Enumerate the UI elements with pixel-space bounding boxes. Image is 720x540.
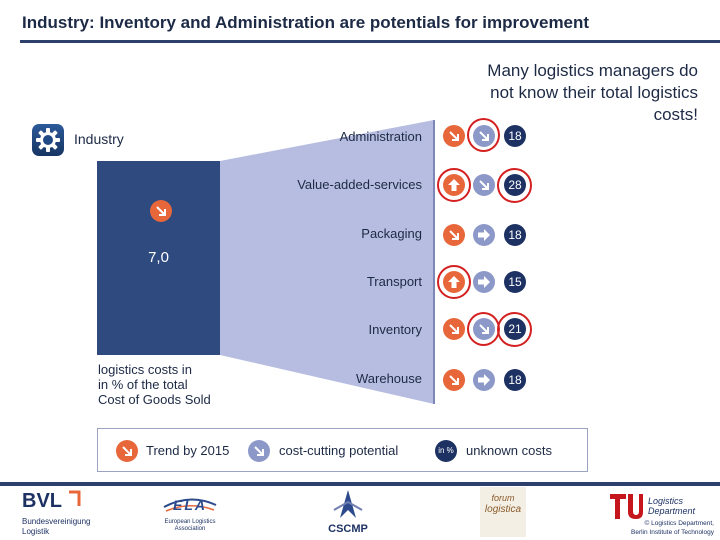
tu-copyright-1: © Logistics Department, (644, 520, 714, 527)
cost-cut-right-icon (473, 369, 495, 391)
footer-divider (0, 482, 720, 486)
bvl-logo: BVL Bundesvereinigung Logistik (22, 490, 96, 538)
slide-title: Industry: Inventory and Administration a… (22, 13, 590, 32)
trend-down-icon (443, 224, 465, 246)
unknown-costs-badge: 18 (504, 369, 526, 391)
tu-copyright-2: Berlin Institute of Technology (631, 529, 714, 536)
unknown-costs-badge: 18 (504, 125, 526, 147)
tu-logo-line-2: Department (648, 506, 696, 516)
trend-down-icon (443, 369, 465, 391)
cscmp-logo-text: CSCMP (328, 523, 368, 535)
bar-value: 7,0 (148, 249, 169, 266)
unknown-costs-badge: in % (435, 440, 457, 462)
bar-caption: logistics costs in in % of the total Cos… (98, 362, 211, 407)
bvl-logo-name: Bundesvereinigung (22, 517, 91, 526)
highlight-ring (497, 168, 532, 203)
ela-logo-name: European Logistics (164, 519, 216, 525)
legend-unknown-label: unknown costs (466, 443, 552, 458)
unknown-costs-badge: 18 (504, 224, 526, 246)
bvl-logo-mark (69, 490, 81, 506)
forum-logo-line-1: forum (491, 493, 515, 503)
category-value-added-services: Value-added-services (297, 177, 422, 192)
cscmp-logo-mark (333, 490, 363, 518)
legend-trend-label: Trend by 2015 (146, 443, 230, 458)
category-transport: Transport (366, 274, 422, 289)
logistics-cost-bar (97, 161, 220, 355)
unknown-costs-badge: 15 (504, 271, 526, 293)
cscmp-logo: CSCMP (322, 488, 374, 538)
cost-cut-right-icon (473, 224, 495, 246)
category-warehouse: Warehouse (356, 371, 422, 386)
callout-text: Many logistics managers do not know thei… (487, 61, 698, 124)
bar-caption-line-3: Cost of Goods Sold (98, 392, 211, 407)
highlight-ring (437, 265, 471, 299)
highlight-ring (467, 312, 500, 346)
bvl-logo-sub: Logistik (22, 527, 50, 536)
forum-logistica-logo: forum logistica (480, 487, 526, 537)
gear-icon (32, 124, 64, 156)
legend-potential-label: cost-cutting potential (279, 443, 399, 458)
cost-cut-down-icon (248, 440, 270, 462)
tu-logo-line-1: Logistics (648, 496, 684, 506)
ela-logo-sub: Association (174, 526, 206, 532)
highlight-ring (497, 312, 532, 347)
legend: Trend by 2015 cost-cutting potential in … (97, 428, 588, 472)
bvl-logo-abbr: BVL (22, 490, 62, 512)
category-packaging: Packaging (361, 226, 422, 241)
highlight-ring (437, 168, 471, 202)
highlight-ring (467, 118, 500, 152)
bar-caption-line-1: logistics costs in (98, 362, 192, 377)
tu-berlin-logo: Logistics Department © Logistics Departm… (606, 491, 718, 539)
category-inventory: Inventory (368, 322, 422, 337)
bar-caption-line-2: in % of the total (98, 377, 188, 392)
trend-down-icon (150, 200, 172, 222)
ela-logo-swoosh (163, 498, 217, 512)
tu-logo-mark (610, 494, 643, 519)
cost-cut-down-icon (473, 174, 495, 196)
title-divider (20, 40, 720, 43)
ela-logo-abbr: ELA (173, 497, 207, 513)
trend-down-icon (443, 318, 465, 340)
expansion-fan (220, 120, 435, 404)
industry-label: Industry (74, 131, 124, 147)
category-administration: Administration (339, 129, 422, 144)
ela-logo: ELA European Logistics Association (158, 495, 222, 537)
trend-down-icon (443, 125, 465, 147)
forum-logo-line-2: logistica (484, 504, 522, 515)
cost-cut-right-icon (473, 271, 495, 293)
trend-down-icon (116, 440, 138, 462)
